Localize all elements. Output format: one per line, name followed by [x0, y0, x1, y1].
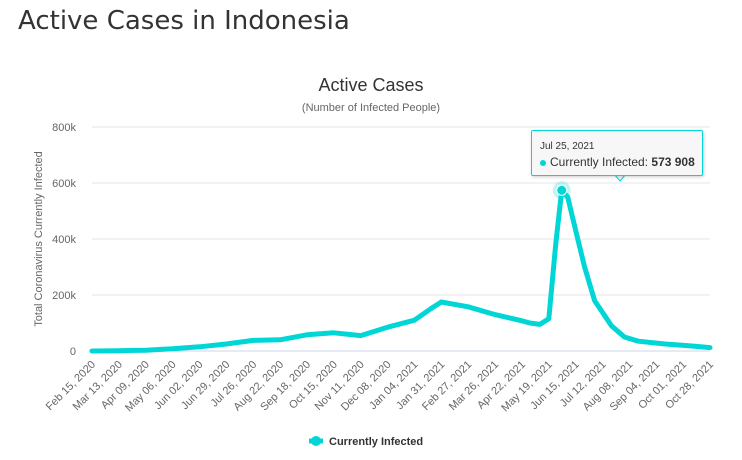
tooltip: Jul 25, 2021 Currently Infected: 573 908	[531, 130, 703, 176]
chart-title: Active Cases	[318, 75, 423, 95]
page-title: Active Cases in Indonesia	[18, 6, 350, 36]
legend-marker-icon	[311, 436, 321, 446]
y-tick-label: 600k	[52, 178, 76, 190]
series-line-currently-infected	[89, 187, 713, 354]
legend-item-currently-infected: Currently Infected	[329, 436, 423, 448]
tooltip-label: Currently Infected:	[550, 155, 649, 169]
y-tick-label: 400k	[52, 234, 76, 246]
chart-subtitle: (Number of Infected People)	[302, 102, 440, 114]
tooltip-value: 573 908	[651, 155, 695, 169]
data-point-peak	[556, 184, 568, 196]
y-axis-label: Total Coronavirus Currently Infected	[33, 151, 45, 326]
y-tick-label: 0	[70, 346, 76, 358]
y-tick-label: 200k	[52, 290, 76, 302]
tooltip-date: Jul 25, 2021	[540, 141, 595, 152]
series-dot-icon	[540, 159, 546, 166]
y-tick-label: 800k	[52, 122, 76, 134]
